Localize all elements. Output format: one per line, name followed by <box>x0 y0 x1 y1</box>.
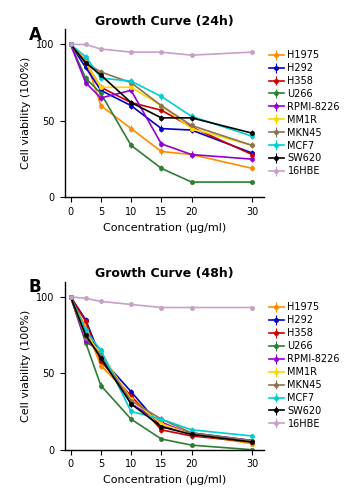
Legend: H1975, H292, H358, U266, RPMI-8226, MM1R, MKN45, MCF7, SW620, 16HBE: H1975, H292, H358, U266, RPMI-8226, MM1R… <box>269 302 340 428</box>
Y-axis label: Cell viability (100%): Cell viability (100%) <box>21 57 31 170</box>
Title: Growth Curve (24h): Growth Curve (24h) <box>95 15 234 28</box>
Title: Growth Curve (48h): Growth Curve (48h) <box>95 268 234 280</box>
Legend: H1975, H292, H358, U266, RPMI-8226, MM1R, MKN45, MCF7, SW620, 16HBE: H1975, H292, H358, U266, RPMI-8226, MM1R… <box>269 50 340 176</box>
X-axis label: Concentration (μg/ml): Concentration (μg/ml) <box>103 475 226 485</box>
Y-axis label: Cell viability (100%): Cell viability (100%) <box>21 310 31 422</box>
X-axis label: Concentration (μg/ml): Concentration (μg/ml) <box>103 222 226 232</box>
Text: B: B <box>29 278 41 296</box>
Text: A: A <box>29 26 42 44</box>
